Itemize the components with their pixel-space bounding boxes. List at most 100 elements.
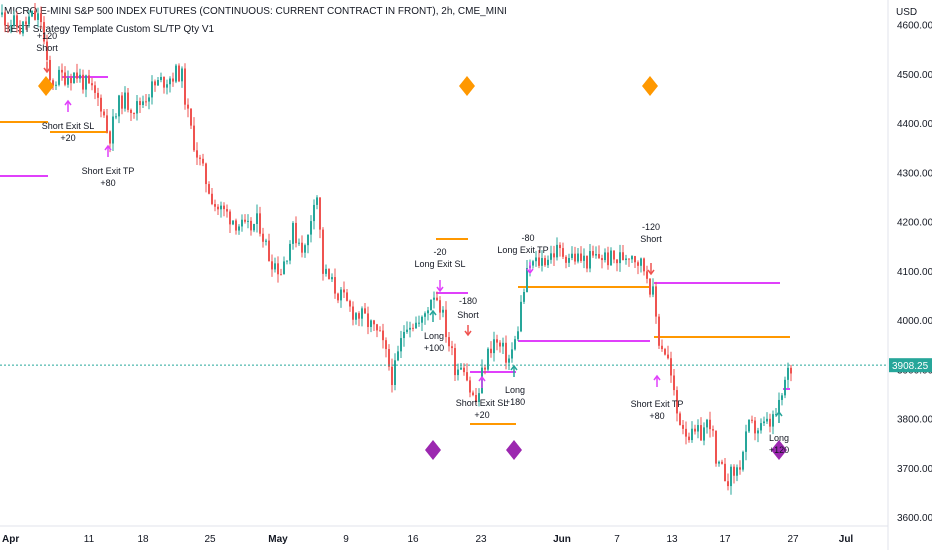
candle-body xyxy=(10,25,12,27)
candle-body xyxy=(607,252,609,266)
candle-body xyxy=(421,316,423,323)
price-axis[interactable]: 3600.003700.003800.003900.004000.004100.… xyxy=(897,21,932,525)
price-tick-label: 4300.00 xyxy=(897,168,932,179)
candle-body xyxy=(757,430,759,434)
candle-body xyxy=(190,108,192,126)
candle-body xyxy=(700,425,702,441)
trade-markers xyxy=(38,62,787,460)
candle-body xyxy=(514,339,516,350)
candle-body xyxy=(499,342,501,347)
candle-body xyxy=(322,229,324,274)
candle-body xyxy=(22,21,24,34)
candle-body xyxy=(748,419,750,432)
candle-body xyxy=(160,76,162,81)
candle-body xyxy=(604,252,606,261)
candle-body xyxy=(508,358,510,363)
candle-body xyxy=(751,419,753,421)
candle-body xyxy=(667,354,669,359)
candle-body xyxy=(616,259,618,264)
candle-body xyxy=(115,116,117,118)
annotation-pnl: -20 xyxy=(433,247,446,257)
candle-body xyxy=(628,258,630,260)
candle-body xyxy=(640,258,642,266)
candle-body xyxy=(418,322,420,324)
candle-body xyxy=(496,339,498,343)
candle-body xyxy=(355,313,357,320)
candle-body xyxy=(121,95,123,109)
candle-body xyxy=(268,240,270,262)
candle-body xyxy=(589,251,591,269)
candle-body xyxy=(64,72,66,85)
candle-body xyxy=(313,204,315,222)
candle-body xyxy=(637,262,639,266)
currency-label: USD xyxy=(896,7,917,18)
candle-body xyxy=(364,308,366,314)
candle-body xyxy=(556,244,558,258)
orange-diamond-marker xyxy=(642,76,658,96)
candle-body xyxy=(13,15,15,26)
candle-body xyxy=(109,131,111,144)
candle-body xyxy=(526,268,528,293)
candle-body xyxy=(409,327,411,330)
candle-body xyxy=(127,92,129,110)
candle-body xyxy=(331,277,333,280)
candle-body xyxy=(391,366,393,386)
candle-body xyxy=(178,65,180,82)
candle-body xyxy=(553,253,555,258)
candle-body xyxy=(82,74,84,90)
time-tick-label: 16 xyxy=(407,534,419,545)
candle-body xyxy=(463,367,465,373)
candle-body xyxy=(25,21,27,25)
candle-body xyxy=(253,224,255,231)
candle-body xyxy=(406,329,408,332)
candle-body xyxy=(310,221,312,235)
candle-body xyxy=(454,348,456,376)
orange-diamond-marker xyxy=(38,76,54,96)
candle-body xyxy=(229,211,231,225)
candle-body xyxy=(538,257,540,266)
time-axis[interactable]: Apr 11 18 25 May 9 16 23 Jun 7 13 17 27 Jul xyxy=(2,534,853,545)
candle-body xyxy=(85,75,87,90)
candle-body xyxy=(181,68,183,82)
candle-body xyxy=(214,204,216,207)
candle-body xyxy=(631,256,633,260)
candle-body xyxy=(16,15,18,28)
candle-body xyxy=(262,233,264,242)
candle-body xyxy=(304,245,306,253)
candle-body xyxy=(547,259,549,266)
candle-body xyxy=(238,226,240,231)
candle-body xyxy=(91,83,93,86)
candle-body xyxy=(154,81,156,86)
candle-body xyxy=(715,430,717,464)
candle-body xyxy=(436,297,438,301)
candle-body xyxy=(133,113,135,115)
sl-tp-levels xyxy=(0,76,790,425)
candle-body xyxy=(388,349,390,367)
candle-body xyxy=(661,345,663,350)
candle-body xyxy=(703,427,705,441)
time-tick-label: Jul xyxy=(839,534,854,545)
candle-body xyxy=(34,10,36,20)
candle-body xyxy=(163,76,165,88)
candle-body xyxy=(157,80,159,86)
annotation-entry: Long xyxy=(505,385,525,395)
candle-body xyxy=(688,436,690,441)
candle-body xyxy=(205,163,207,185)
annotation-exit: Short Exit SL xyxy=(456,398,509,408)
candle-body xyxy=(184,68,186,105)
candle-body xyxy=(415,322,417,329)
long-entry-arrow xyxy=(510,364,518,371)
candle-body xyxy=(655,286,657,317)
candle-body xyxy=(7,25,9,27)
candle-body xyxy=(775,414,777,416)
candle-body xyxy=(484,367,486,370)
candle-body xyxy=(466,372,468,381)
candle-body xyxy=(94,85,96,93)
candle-body xyxy=(691,428,693,441)
candle-body xyxy=(166,84,168,88)
last-price-label: 3908.25 xyxy=(892,361,929,372)
annotation-entry: Long xyxy=(769,433,789,443)
candle-body xyxy=(55,84,57,86)
candle-body xyxy=(37,13,39,20)
